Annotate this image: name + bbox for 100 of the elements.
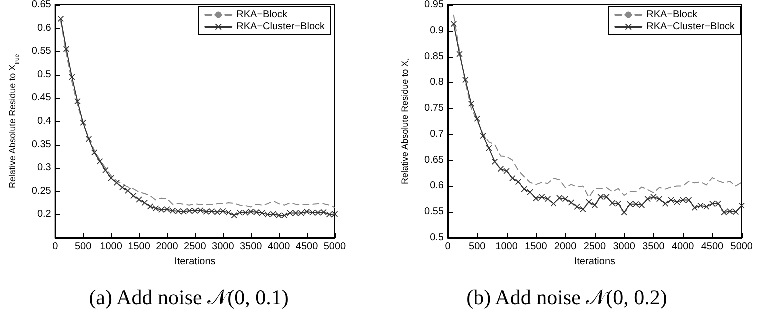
point xyxy=(544,196,551,202)
x-tick-label: 4000 xyxy=(268,242,291,252)
x-tick-label: 2500 xyxy=(584,242,606,252)
point xyxy=(539,194,546,200)
point xyxy=(203,208,210,215)
y-tick-label: 0.3 xyxy=(37,162,52,174)
point xyxy=(175,208,182,214)
point xyxy=(638,202,645,208)
point xyxy=(180,208,187,215)
point xyxy=(715,200,722,207)
point xyxy=(158,207,165,214)
point xyxy=(598,194,604,200)
point xyxy=(592,202,598,208)
point xyxy=(674,199,680,206)
point xyxy=(287,210,294,216)
point xyxy=(304,208,310,215)
point xyxy=(69,74,76,80)
point xyxy=(604,194,610,200)
point xyxy=(704,204,710,210)
point xyxy=(644,196,651,202)
point xyxy=(498,166,504,172)
x-tick-label: 5000 xyxy=(730,242,754,252)
x-tick-label: 4500 xyxy=(296,242,319,252)
point xyxy=(468,100,475,107)
point xyxy=(315,210,322,216)
y-tick-label: 0.25 xyxy=(32,186,52,197)
y-tick-label: 0.75 xyxy=(424,103,444,114)
point xyxy=(627,201,634,208)
x-tick-label: 0 xyxy=(52,242,59,252)
point xyxy=(727,208,734,215)
y-tick-label: 0.55 xyxy=(32,46,52,58)
y-tick-label: 0.6 xyxy=(37,22,52,34)
point xyxy=(214,209,221,216)
point xyxy=(450,21,457,28)
point xyxy=(264,212,271,218)
point xyxy=(208,208,215,214)
y-tick-label: 0.5 xyxy=(430,232,444,244)
point xyxy=(320,209,327,216)
x-tick-label: 0 xyxy=(445,242,452,252)
y-tick-label: 0.45 xyxy=(32,92,52,104)
point xyxy=(231,212,238,219)
y-tick-label: 0.95 xyxy=(424,0,444,10)
x-tick-label: 500 xyxy=(469,242,486,252)
point xyxy=(680,197,686,204)
x-tick-label: 2000 xyxy=(156,242,179,252)
x-axis-title: Iterations xyxy=(174,256,216,268)
point xyxy=(492,158,498,165)
point xyxy=(80,120,86,126)
legend-label: RKA−Cluster−Block xyxy=(646,22,736,32)
point xyxy=(533,196,540,202)
point xyxy=(310,210,316,216)
point xyxy=(136,196,142,203)
point xyxy=(516,179,522,186)
point xyxy=(186,208,193,214)
x-tick-label: 4500 xyxy=(701,242,724,252)
y-tick-label: 0.4 xyxy=(37,116,52,127)
legend-label: RKA−Block xyxy=(236,10,288,20)
point xyxy=(58,16,64,22)
point xyxy=(556,195,563,202)
point xyxy=(236,210,243,216)
x-tick-label: 1000 xyxy=(496,242,518,252)
point xyxy=(474,116,480,122)
y-tick-label: 0.85 xyxy=(424,51,444,62)
y-tick-label: 0.9 xyxy=(430,25,444,36)
y-tick-label: 0.2 xyxy=(37,209,52,220)
point xyxy=(656,196,663,202)
point xyxy=(550,200,557,207)
point xyxy=(254,209,260,216)
x-tick-label: 3000 xyxy=(212,242,235,252)
point xyxy=(668,197,674,204)
point xyxy=(633,201,640,208)
point xyxy=(462,77,469,84)
x-tick-label: 1000 xyxy=(100,242,123,252)
y-tick-label: 0.8 xyxy=(430,77,444,88)
x-axis-title: Iterations xyxy=(574,256,616,268)
y-tick-label: 0.65 xyxy=(32,0,52,10)
point xyxy=(486,145,492,152)
point xyxy=(733,209,739,216)
point xyxy=(108,175,114,182)
x-tick-label: 3500 xyxy=(642,242,666,252)
y-tick-label: 0.55 xyxy=(424,206,444,218)
point xyxy=(125,188,132,194)
point xyxy=(521,186,528,192)
legend-label: RKA−Cluster−Block xyxy=(236,22,326,32)
y-tick-label: 0.7 xyxy=(430,128,444,140)
point xyxy=(456,51,463,58)
text: (a) Add noise 𝒩(0, 0.1) xyxy=(89,286,289,310)
point xyxy=(248,208,254,215)
point xyxy=(97,158,104,165)
point xyxy=(282,212,288,219)
x-tick-label: 3500 xyxy=(240,242,263,252)
x-tick-label: 4000 xyxy=(672,242,695,252)
point xyxy=(738,202,745,209)
y-tick-label: 0.5 xyxy=(37,69,52,80)
point xyxy=(226,210,232,216)
point xyxy=(259,210,266,216)
x-tick-label: 3000 xyxy=(613,242,636,252)
x-tick-label: 500 xyxy=(74,242,92,252)
y-tick-label: 0.6 xyxy=(430,180,444,192)
x-tick-label: 1500 xyxy=(525,242,548,252)
